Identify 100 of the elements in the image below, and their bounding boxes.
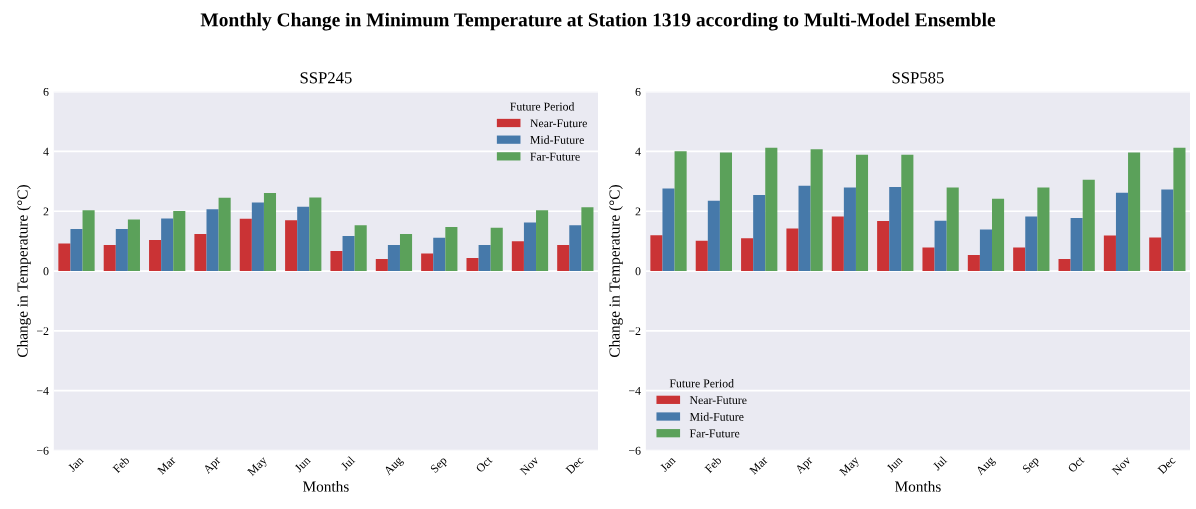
bar xyxy=(1103,235,1116,272)
bar xyxy=(967,254,980,272)
x-tick-label: Feb xyxy=(704,455,722,474)
bar xyxy=(979,229,992,272)
bar xyxy=(330,251,343,272)
x-axis-title: Months xyxy=(895,480,941,492)
bar xyxy=(511,241,524,272)
bar xyxy=(674,151,687,272)
bar xyxy=(843,187,856,272)
bar xyxy=(239,218,252,272)
y-tick-label: 2 xyxy=(635,207,641,216)
bar xyxy=(934,220,947,272)
x-tick-label: Jan xyxy=(659,455,677,473)
bar xyxy=(523,222,537,272)
bar xyxy=(433,237,446,272)
bar xyxy=(719,152,732,272)
x-axis-title: Months xyxy=(303,480,349,492)
bar xyxy=(810,149,823,272)
y-tick-label: 4 xyxy=(635,147,641,156)
bar xyxy=(251,202,264,272)
x-tick-label: Apr xyxy=(794,455,815,476)
bar xyxy=(194,233,207,272)
bar xyxy=(765,147,778,272)
bar xyxy=(421,253,434,272)
bar xyxy=(662,188,675,272)
y-tick-label: 6 xyxy=(43,87,49,96)
bar xyxy=(342,236,355,272)
y-tick-label: −6 xyxy=(36,446,49,455)
x-tick-label: May xyxy=(246,455,270,478)
bar xyxy=(786,228,799,272)
chart-title: SSP245 xyxy=(300,72,352,84)
y-axis-title: Change in Temperature (°C) xyxy=(16,185,31,358)
x-tick-label: Feb xyxy=(112,455,130,474)
bar xyxy=(263,192,277,272)
y-tick-label: 0 xyxy=(43,267,49,276)
bar xyxy=(753,195,766,272)
bar xyxy=(445,227,458,272)
bar xyxy=(1070,218,1083,272)
bar xyxy=(115,228,128,272)
y-tick-label: −6 xyxy=(629,446,641,455)
y-tick-label: −2 xyxy=(629,327,641,335)
legend-label: Far-Future xyxy=(530,152,580,161)
bar xyxy=(206,209,219,272)
x-tick-label: Jun xyxy=(294,455,311,473)
bar xyxy=(650,235,663,272)
x-tick-label: Jul xyxy=(932,455,948,471)
bar xyxy=(478,245,491,272)
bar xyxy=(399,233,413,272)
chart-title: SSP585 xyxy=(892,72,944,84)
x-tick-label: Jun xyxy=(886,455,904,473)
bar xyxy=(581,207,594,272)
bar xyxy=(1013,247,1026,272)
bar xyxy=(375,259,388,272)
bar xyxy=(557,245,570,272)
bar xyxy=(1082,179,1095,272)
y-tick-label: −4 xyxy=(629,386,641,395)
bar xyxy=(946,187,959,272)
bar xyxy=(1037,187,1050,272)
bar xyxy=(889,187,902,272)
bar xyxy=(127,219,140,272)
y-tick-label: −4 xyxy=(36,386,49,395)
bar xyxy=(218,197,231,272)
bar xyxy=(297,206,310,272)
bar xyxy=(536,210,549,272)
bar xyxy=(161,218,174,272)
x-tick-label: Dec xyxy=(1157,455,1176,475)
legend-label: Near-Future xyxy=(689,396,747,405)
bar xyxy=(922,247,935,272)
bar xyxy=(831,216,844,272)
bar xyxy=(1128,152,1141,272)
bar xyxy=(877,221,890,272)
bar xyxy=(285,220,298,272)
x-tick-label: May xyxy=(839,455,862,478)
bar xyxy=(1173,147,1186,272)
bar xyxy=(741,238,754,272)
x-tick-label: Dec xyxy=(565,455,584,475)
y-tick-label: 2 xyxy=(43,207,49,216)
bar xyxy=(855,154,869,272)
x-tick-label: Nov xyxy=(1111,455,1132,476)
y-tick-label: 0 xyxy=(635,267,641,276)
legend-title: Future Period xyxy=(669,379,734,388)
bar xyxy=(82,210,95,272)
x-tick-label: Mar xyxy=(749,455,769,475)
bar xyxy=(695,240,708,272)
bar xyxy=(992,198,1005,272)
x-tick-label: Sep xyxy=(430,455,449,475)
y-tick-label: 6 xyxy=(635,87,641,96)
bar xyxy=(569,225,582,272)
legend-label: Mid-Future xyxy=(689,412,744,421)
y-axis-title: Change in Temperature (°C) xyxy=(608,185,623,358)
bar xyxy=(1058,259,1071,272)
legend-label: Near-Future xyxy=(530,119,587,128)
x-tick-label: Aug xyxy=(383,455,405,478)
bar xyxy=(387,245,400,272)
bar xyxy=(1161,189,1174,272)
x-tick-label: Mar xyxy=(157,455,177,475)
x-tick-label: Sep xyxy=(1022,455,1042,475)
bar xyxy=(309,197,322,272)
bar xyxy=(58,243,71,272)
bar xyxy=(466,257,479,272)
